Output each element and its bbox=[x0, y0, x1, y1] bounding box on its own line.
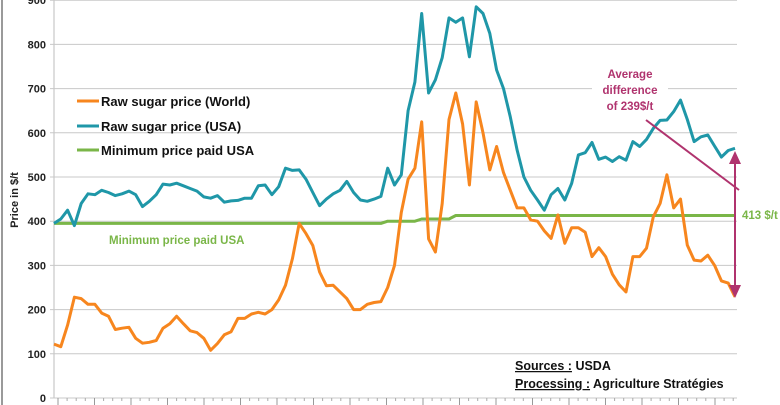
legend-item-minimum: Minimum price paid USA bbox=[77, 143, 255, 158]
y-tick-label: 600 bbox=[28, 128, 46, 140]
y-tick-label: 100 bbox=[28, 349, 46, 361]
y-axis-ticks: 0 100 200 300 400 500 600 700 800 900 bbox=[28, 0, 46, 405]
x-axis-ticks bbox=[57, 398, 734, 405]
y-tick-label: 500 bbox=[28, 172, 46, 184]
average-difference-line-3: of 239$/t bbox=[607, 101, 654, 113]
y-tick-label: 300 bbox=[28, 260, 46, 272]
legend-item-usa: Raw sugar price (USA) bbox=[77, 119, 241, 134]
y-tick-label: 800 bbox=[28, 39, 46, 51]
legend: Raw sugar price (World) Raw sugar price … bbox=[77, 94, 255, 158]
legend-label-world: Raw sugar price (World) bbox=[101, 94, 250, 109]
annotation-background bbox=[592, 64, 668, 112]
average-difference-line-1: Average bbox=[608, 69, 653, 81]
y-tick-label: 700 bbox=[28, 84, 46, 96]
legend-label-minimum: Minimum price paid USA bbox=[101, 143, 255, 158]
min-price-annotation: Minimum price paid USA bbox=[109, 235, 244, 247]
annotation-pointer-line bbox=[645, 119, 740, 191]
y-tick-label: 200 bbox=[28, 305, 46, 317]
processing-line: Processing : Agriculture Stratégies bbox=[515, 377, 724, 391]
series-lines bbox=[53, 5, 737, 352]
arrow-head-down bbox=[729, 285, 741, 298]
legend-item-world: Raw sugar price (World) bbox=[77, 94, 250, 109]
average-difference-annotation: Average difference of 239$/t bbox=[592, 64, 741, 298]
y-tick-label: 900 bbox=[28, 0, 46, 7]
min-price-value-annotation: 413 $/t bbox=[742, 210, 778, 222]
sources-line: Sources : USDA bbox=[515, 359, 611, 373]
sources-label: Sources : bbox=[515, 359, 572, 373]
sources-note: Sources : USDA Processing : Agriculture … bbox=[515, 359, 724, 391]
processing-value: Agriculture Stratégies bbox=[590, 377, 724, 391]
y-axis-label: Price in $/t bbox=[9, 172, 21, 228]
arrow-head-up bbox=[729, 151, 741, 164]
series-line-world bbox=[53, 91, 737, 352]
average-difference-line-2: difference bbox=[603, 85, 658, 97]
y-tick-label: 0 bbox=[40, 393, 46, 405]
sources-value: USDA bbox=[572, 359, 611, 373]
y-tick-label: 400 bbox=[28, 216, 46, 228]
series-line-minimum bbox=[54, 214, 735, 225]
series-line-usa bbox=[53, 5, 736, 228]
processing-label: Processing : bbox=[515, 377, 590, 391]
legend-label-usa: Raw sugar price (USA) bbox=[101, 119, 241, 134]
